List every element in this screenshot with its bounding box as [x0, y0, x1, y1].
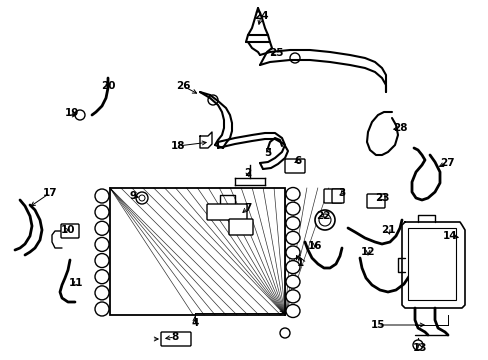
Circle shape	[318, 214, 330, 226]
FancyBboxPatch shape	[61, 224, 79, 238]
Ellipse shape	[95, 286, 109, 300]
Text: 25: 25	[268, 48, 283, 58]
Text: 11: 11	[69, 278, 83, 288]
Circle shape	[75, 110, 85, 120]
FancyBboxPatch shape	[285, 159, 305, 173]
Text: 5: 5	[264, 148, 271, 158]
Text: 7: 7	[244, 203, 251, 213]
Text: 14: 14	[442, 231, 456, 241]
Circle shape	[280, 328, 289, 338]
Text: 12: 12	[360, 247, 374, 257]
Circle shape	[412, 340, 422, 350]
Circle shape	[136, 192, 148, 204]
Text: 13: 13	[412, 343, 427, 353]
Text: 9: 9	[129, 191, 136, 201]
Ellipse shape	[95, 221, 109, 235]
Text: 15: 15	[370, 320, 385, 330]
Ellipse shape	[95, 253, 109, 267]
Text: 26: 26	[175, 81, 190, 91]
Ellipse shape	[285, 305, 299, 318]
Text: 21: 21	[380, 225, 394, 235]
Bar	[407, 228, 455, 300]
Ellipse shape	[285, 202, 299, 215]
Text: 3: 3	[338, 188, 345, 198]
Text: 27: 27	[439, 158, 453, 168]
Circle shape	[139, 195, 145, 201]
FancyBboxPatch shape	[324, 189, 341, 203]
FancyBboxPatch shape	[161, 332, 191, 346]
Text: 28: 28	[392, 123, 407, 133]
Text: 16: 16	[307, 241, 322, 251]
Ellipse shape	[285, 246, 299, 259]
Text: 23: 23	[374, 193, 388, 203]
Ellipse shape	[285, 231, 299, 244]
Ellipse shape	[285, 290, 299, 303]
Ellipse shape	[95, 189, 109, 203]
Ellipse shape	[95, 270, 109, 284]
Text: 10: 10	[61, 225, 75, 235]
FancyBboxPatch shape	[228, 219, 252, 235]
Text: 4: 4	[191, 318, 198, 328]
Ellipse shape	[285, 275, 299, 288]
Text: 19: 19	[65, 108, 79, 118]
Ellipse shape	[95, 205, 109, 219]
Text: 6: 6	[294, 156, 301, 166]
Text: 24: 24	[253, 11, 268, 21]
Bar	[110, 188, 285, 315]
Ellipse shape	[285, 261, 299, 274]
FancyBboxPatch shape	[366, 194, 384, 208]
Text: 1: 1	[296, 258, 303, 268]
Text: 8: 8	[171, 332, 178, 342]
FancyBboxPatch shape	[331, 189, 343, 203]
Text: 17: 17	[42, 188, 57, 198]
Ellipse shape	[95, 238, 109, 251]
Text: 20: 20	[101, 81, 115, 91]
Circle shape	[314, 210, 334, 230]
Ellipse shape	[95, 302, 109, 316]
Text: 18: 18	[170, 141, 185, 151]
Ellipse shape	[285, 188, 299, 201]
FancyBboxPatch shape	[206, 204, 246, 220]
Text: 22: 22	[315, 211, 329, 221]
Text: 2: 2	[244, 168, 251, 178]
Ellipse shape	[285, 217, 299, 230]
